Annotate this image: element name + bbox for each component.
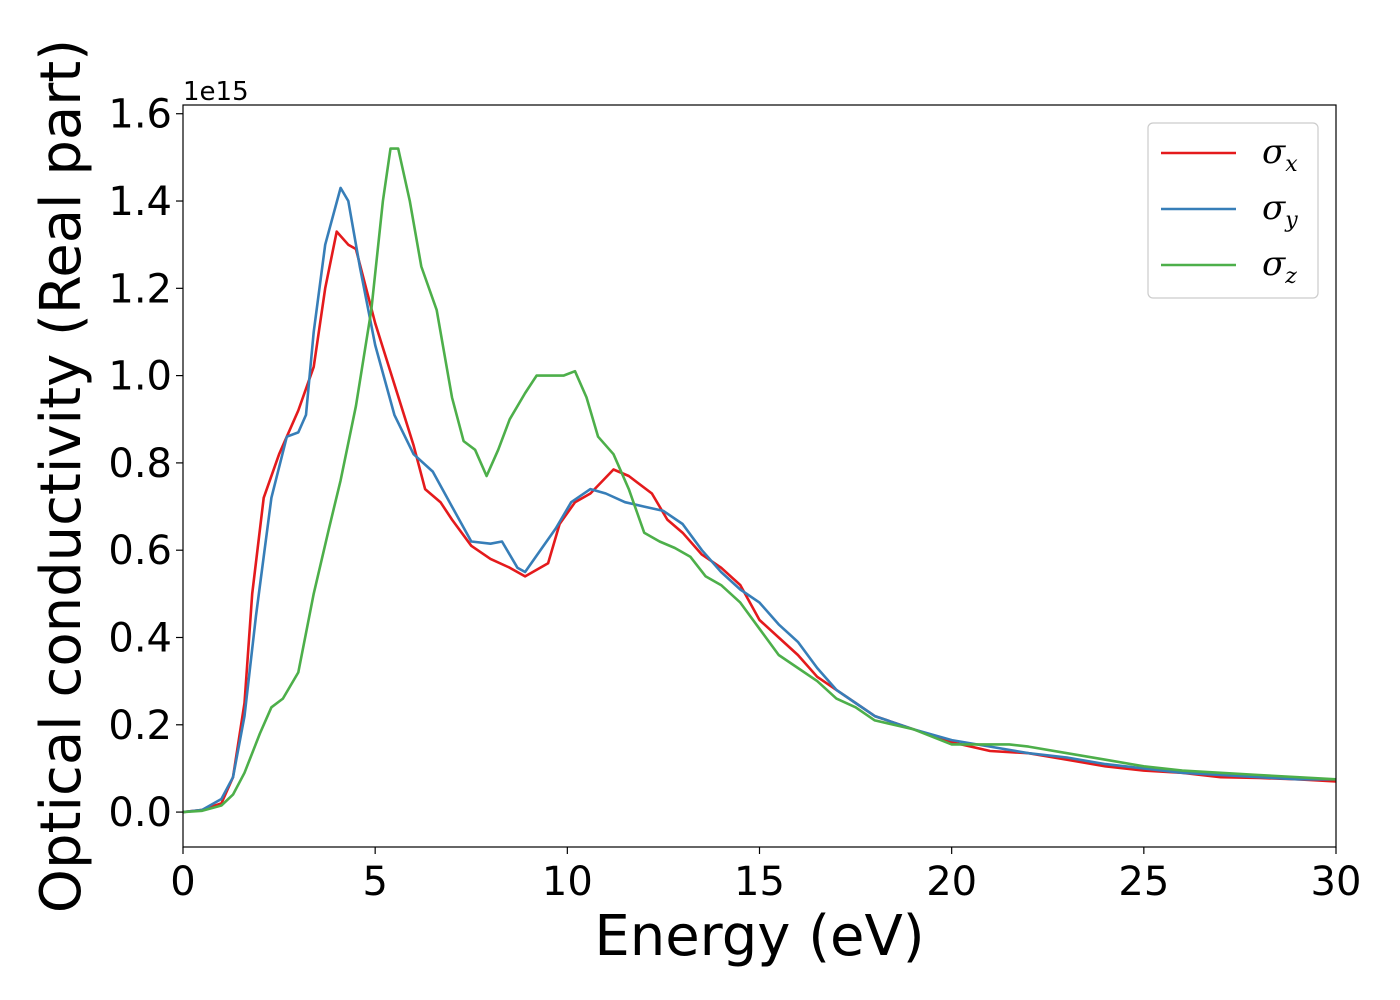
legend-label-x: σx bbox=[1262, 132, 1298, 177]
x-tick-label: 25 bbox=[1118, 859, 1169, 905]
y-axis-ticks: 0.0 0.2 0.4 0.6 0.8 1.0 1.2 1.4 1.6 bbox=[108, 92, 183, 836]
x-tick-label: 0 bbox=[170, 859, 195, 905]
x-tick-label: 5 bbox=[362, 859, 387, 905]
y-axis-offset-label: 1e15 bbox=[183, 77, 249, 107]
y-tick-label: 0.0 bbox=[108, 790, 172, 836]
x-tick-label: 10 bbox=[542, 859, 593, 905]
x-tick-label: 15 bbox=[734, 859, 785, 905]
y-tick-label: 1.0 bbox=[108, 354, 172, 400]
y-axis-label: Optical conductivity (Real part) bbox=[29, 39, 94, 913]
y-tick-label: 0.6 bbox=[108, 528, 172, 574]
x-tick-label: 30 bbox=[1311, 859, 1362, 905]
x-axis-ticks: 0 5 10 15 20 25 30 bbox=[170, 847, 1361, 905]
y-tick-label: 1.2 bbox=[108, 266, 172, 312]
y-tick-label: 0.2 bbox=[108, 703, 172, 749]
legend: σx σy σz bbox=[1147, 122, 1319, 299]
legend-label-z: σz bbox=[1262, 244, 1297, 289]
series-layer bbox=[183, 147, 1336, 814]
series-line-z bbox=[183, 147, 1336, 814]
legend-box bbox=[1147, 122, 1319, 299]
y-tick-label: 1.6 bbox=[108, 92, 172, 138]
y-tick-label: 1.4 bbox=[108, 179, 172, 225]
x-tick-label: 20 bbox=[926, 859, 977, 905]
y-tick-label: 0.8 bbox=[108, 441, 172, 487]
series-line-x bbox=[183, 230, 1336, 814]
x-axis-label: Energy (eV) bbox=[594, 904, 924, 969]
y-tick-label: 0.4 bbox=[108, 615, 172, 661]
legend-label-y: σy bbox=[1262, 188, 1298, 233]
